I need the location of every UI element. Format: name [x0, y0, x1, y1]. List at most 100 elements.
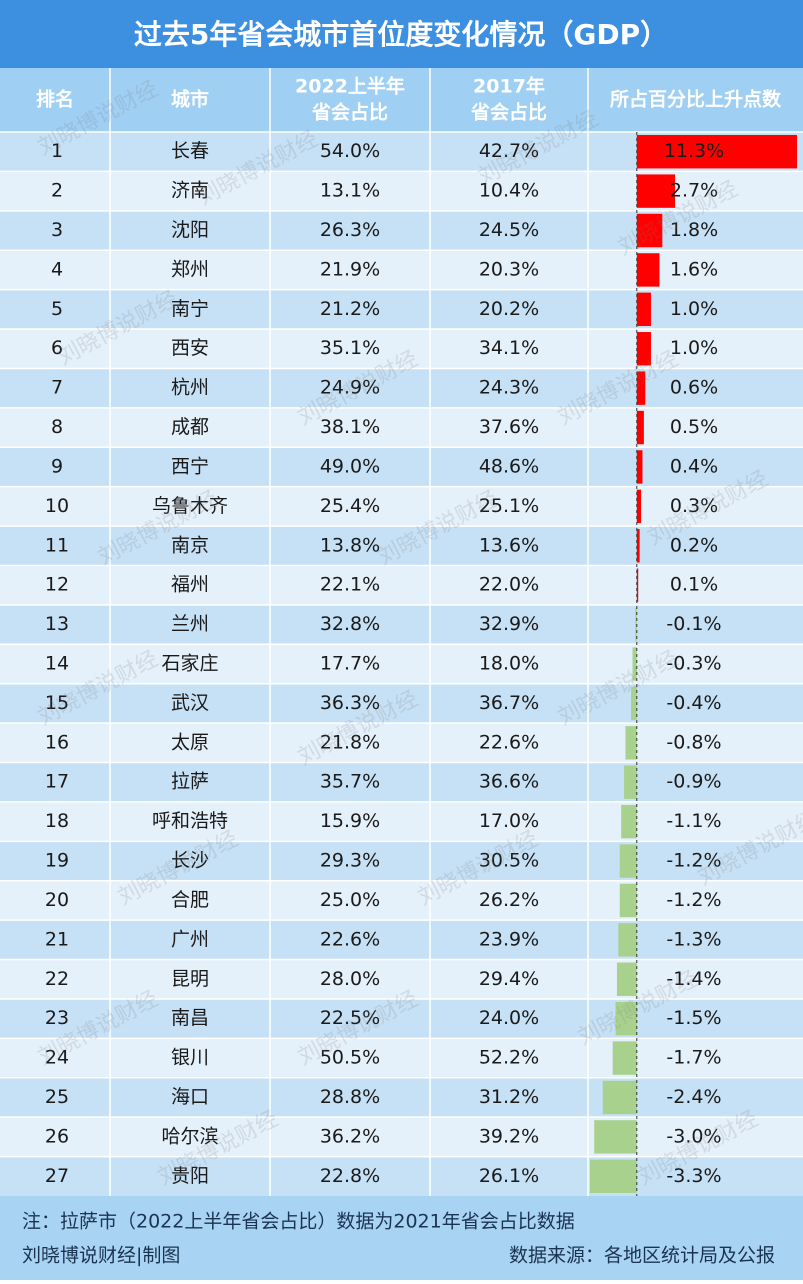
- cell: 2: [51, 180, 63, 202]
- cell: 15: [45, 692, 69, 714]
- cell: 昆明: [171, 968, 209, 990]
- cell: 25.1%: [479, 495, 539, 517]
- cell: 34.1%: [479, 337, 539, 359]
- header-label: 省会占比: [311, 101, 388, 124]
- cell: 12: [45, 574, 69, 596]
- row-bg: [0, 920, 803, 960]
- change-bar: [602, 1080, 637, 1115]
- cell: 26.1%: [479, 1165, 539, 1187]
- header-label: 2022上半年: [295, 75, 405, 98]
- cell: 19: [45, 850, 69, 872]
- row-bg: [0, 841, 803, 881]
- change-bar: [636, 253, 660, 287]
- cell: 拉萨: [171, 771, 209, 793]
- cell: 35.1%: [320, 337, 380, 359]
- cell: 15.9%: [320, 810, 380, 832]
- row-bg: [0, 762, 803, 802]
- cell: -1.1%: [666, 810, 721, 832]
- row-bg: [0, 801, 803, 842]
- change-bar: [632, 647, 637, 681]
- row-bg: [0, 250, 803, 290]
- cell: 0.4%: [670, 455, 718, 477]
- row-bg: [0, 604, 803, 645]
- cell: 35.7%: [320, 771, 380, 793]
- cell: 沈阳: [171, 219, 209, 241]
- cell: 26: [45, 1125, 69, 1147]
- row-bg: [0, 289, 803, 330]
- cell: 24.0%: [479, 1007, 539, 1029]
- cell: 32.8%: [320, 613, 380, 635]
- cell: -0.8%: [666, 731, 721, 753]
- cell: 1.8%: [670, 219, 718, 241]
- cell: 13.6%: [479, 534, 539, 556]
- cell: 5: [51, 298, 63, 320]
- cell: 22.8%: [320, 1165, 380, 1187]
- cell: 22: [45, 968, 69, 990]
- row-bg: [0, 565, 803, 605]
- change-bar: [636, 174, 676, 208]
- cell: 50.5%: [320, 1047, 380, 1069]
- cell: 48.6%: [479, 455, 539, 477]
- header-label: 城市: [171, 88, 209, 111]
- cell: 3: [51, 219, 63, 241]
- change-bar: [636, 371, 646, 405]
- row-bg: [0, 1117, 803, 1157]
- cell: -1.2%: [666, 850, 721, 872]
- cell: 合肥: [171, 889, 209, 911]
- cell: 10: [45, 495, 69, 517]
- cell: 24.5%: [479, 219, 539, 241]
- cell: 23: [45, 1007, 69, 1029]
- cell: -0.3%: [666, 653, 721, 675]
- cell: 37.6%: [479, 416, 539, 438]
- cell: 兰州: [171, 613, 209, 635]
- cell: -0.4%: [666, 692, 721, 714]
- row-bg: [0, 486, 803, 527]
- cell: 成都: [171, 416, 209, 438]
- change-bar: [612, 1041, 637, 1075]
- cell: 1.0%: [670, 298, 718, 320]
- cell: 20.2%: [479, 298, 539, 320]
- cell: 29.4%: [479, 968, 539, 990]
- change-bar: [624, 765, 637, 799]
- cell: 49.0%: [320, 455, 380, 477]
- cell: 0.5%: [670, 416, 718, 438]
- cell: 24: [45, 1047, 69, 1069]
- cell: 南京: [171, 534, 209, 556]
- cell: 30.5%: [479, 850, 539, 872]
- cell: 长春: [171, 140, 209, 162]
- cell: 52.2%: [479, 1047, 539, 1069]
- cell: 11.3%: [664, 140, 724, 162]
- change-bar: [618, 923, 637, 957]
- row-bg: [0, 1077, 803, 1118]
- change-bar: [621, 804, 637, 839]
- cell: 21.9%: [320, 258, 380, 280]
- cell: 贵阳: [171, 1165, 209, 1187]
- cell: 广州: [171, 928, 209, 950]
- cell: -1.7%: [666, 1047, 721, 1069]
- cell: 20.3%: [479, 258, 539, 280]
- row-bg: [0, 1038, 803, 1078]
- cell: 13.1%: [320, 180, 380, 202]
- change-bar: [636, 135, 797, 169]
- cell: 22.6%: [320, 928, 380, 950]
- row-bg: [0, 407, 803, 448]
- cell: 23.9%: [479, 928, 539, 950]
- change-bar: [636, 568, 639, 602]
- cell: 海口: [171, 1086, 209, 1108]
- cell: 42.7%: [479, 140, 539, 162]
- row-bg: [0, 959, 803, 999]
- cell: 17.0%: [479, 810, 539, 832]
- cell: -0.9%: [666, 771, 721, 793]
- cell: -3.3%: [666, 1165, 721, 1187]
- cell: 31.2%: [479, 1086, 539, 1108]
- change-bar: [631, 686, 637, 721]
- header-row: [0, 68, 803, 132]
- cell: -0.1%: [666, 613, 721, 635]
- cell: 28.0%: [320, 968, 380, 990]
- cell: 21.2%: [320, 298, 380, 320]
- cell: 0.2%: [670, 534, 718, 556]
- change-bar: [619, 883, 637, 918]
- change-bar: [636, 292, 651, 327]
- cell: 25.4%: [320, 495, 380, 517]
